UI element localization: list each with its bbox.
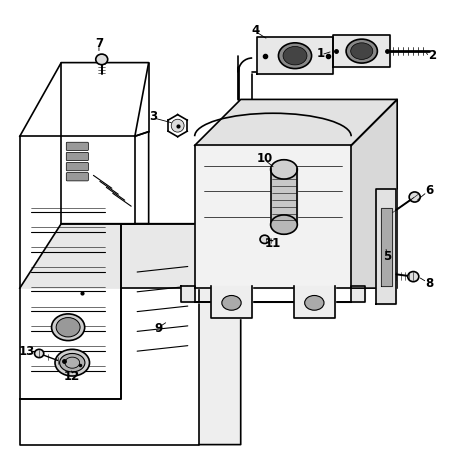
Text: 13: 13	[19, 345, 35, 358]
Polygon shape	[376, 189, 396, 304]
Polygon shape	[194, 99, 397, 145]
Text: 2: 2	[428, 49, 436, 62]
FancyBboxPatch shape	[66, 162, 88, 171]
Ellipse shape	[408, 272, 419, 282]
FancyBboxPatch shape	[66, 142, 88, 151]
Ellipse shape	[60, 353, 85, 372]
Ellipse shape	[171, 119, 184, 132]
Polygon shape	[211, 286, 252, 318]
Text: 1: 1	[317, 47, 325, 60]
Ellipse shape	[96, 54, 108, 65]
Ellipse shape	[409, 192, 420, 202]
Polygon shape	[270, 170, 297, 225]
FancyBboxPatch shape	[66, 172, 88, 181]
Polygon shape	[257, 38, 333, 74]
Polygon shape	[333, 35, 390, 67]
Text: 7: 7	[95, 37, 103, 50]
Polygon shape	[20, 136, 135, 399]
FancyBboxPatch shape	[66, 152, 88, 161]
Polygon shape	[181, 286, 365, 302]
Ellipse shape	[350, 43, 373, 59]
Ellipse shape	[278, 43, 312, 68]
Polygon shape	[294, 286, 335, 318]
Text: 9: 9	[155, 322, 163, 335]
Text: 10: 10	[257, 152, 273, 165]
Text: 12: 12	[63, 370, 80, 383]
Ellipse shape	[51, 314, 85, 341]
Text: 8: 8	[425, 277, 433, 290]
Polygon shape	[194, 145, 351, 288]
Ellipse shape	[283, 47, 307, 65]
Text: 11: 11	[265, 237, 281, 249]
Text: 4: 4	[252, 24, 260, 37]
Ellipse shape	[222, 295, 241, 310]
Polygon shape	[20, 224, 241, 288]
Text: 5: 5	[383, 250, 391, 263]
Polygon shape	[381, 208, 392, 286]
Ellipse shape	[55, 349, 89, 376]
Ellipse shape	[35, 349, 44, 358]
Polygon shape	[20, 288, 199, 445]
Ellipse shape	[346, 39, 377, 63]
Ellipse shape	[260, 235, 269, 244]
Text: 3: 3	[149, 110, 157, 123]
Polygon shape	[351, 99, 397, 288]
Polygon shape	[199, 224, 241, 445]
Ellipse shape	[56, 318, 80, 337]
Ellipse shape	[305, 295, 324, 310]
Ellipse shape	[270, 160, 297, 179]
Ellipse shape	[270, 215, 297, 234]
Polygon shape	[20, 63, 149, 136]
Text: 6: 6	[425, 184, 433, 197]
